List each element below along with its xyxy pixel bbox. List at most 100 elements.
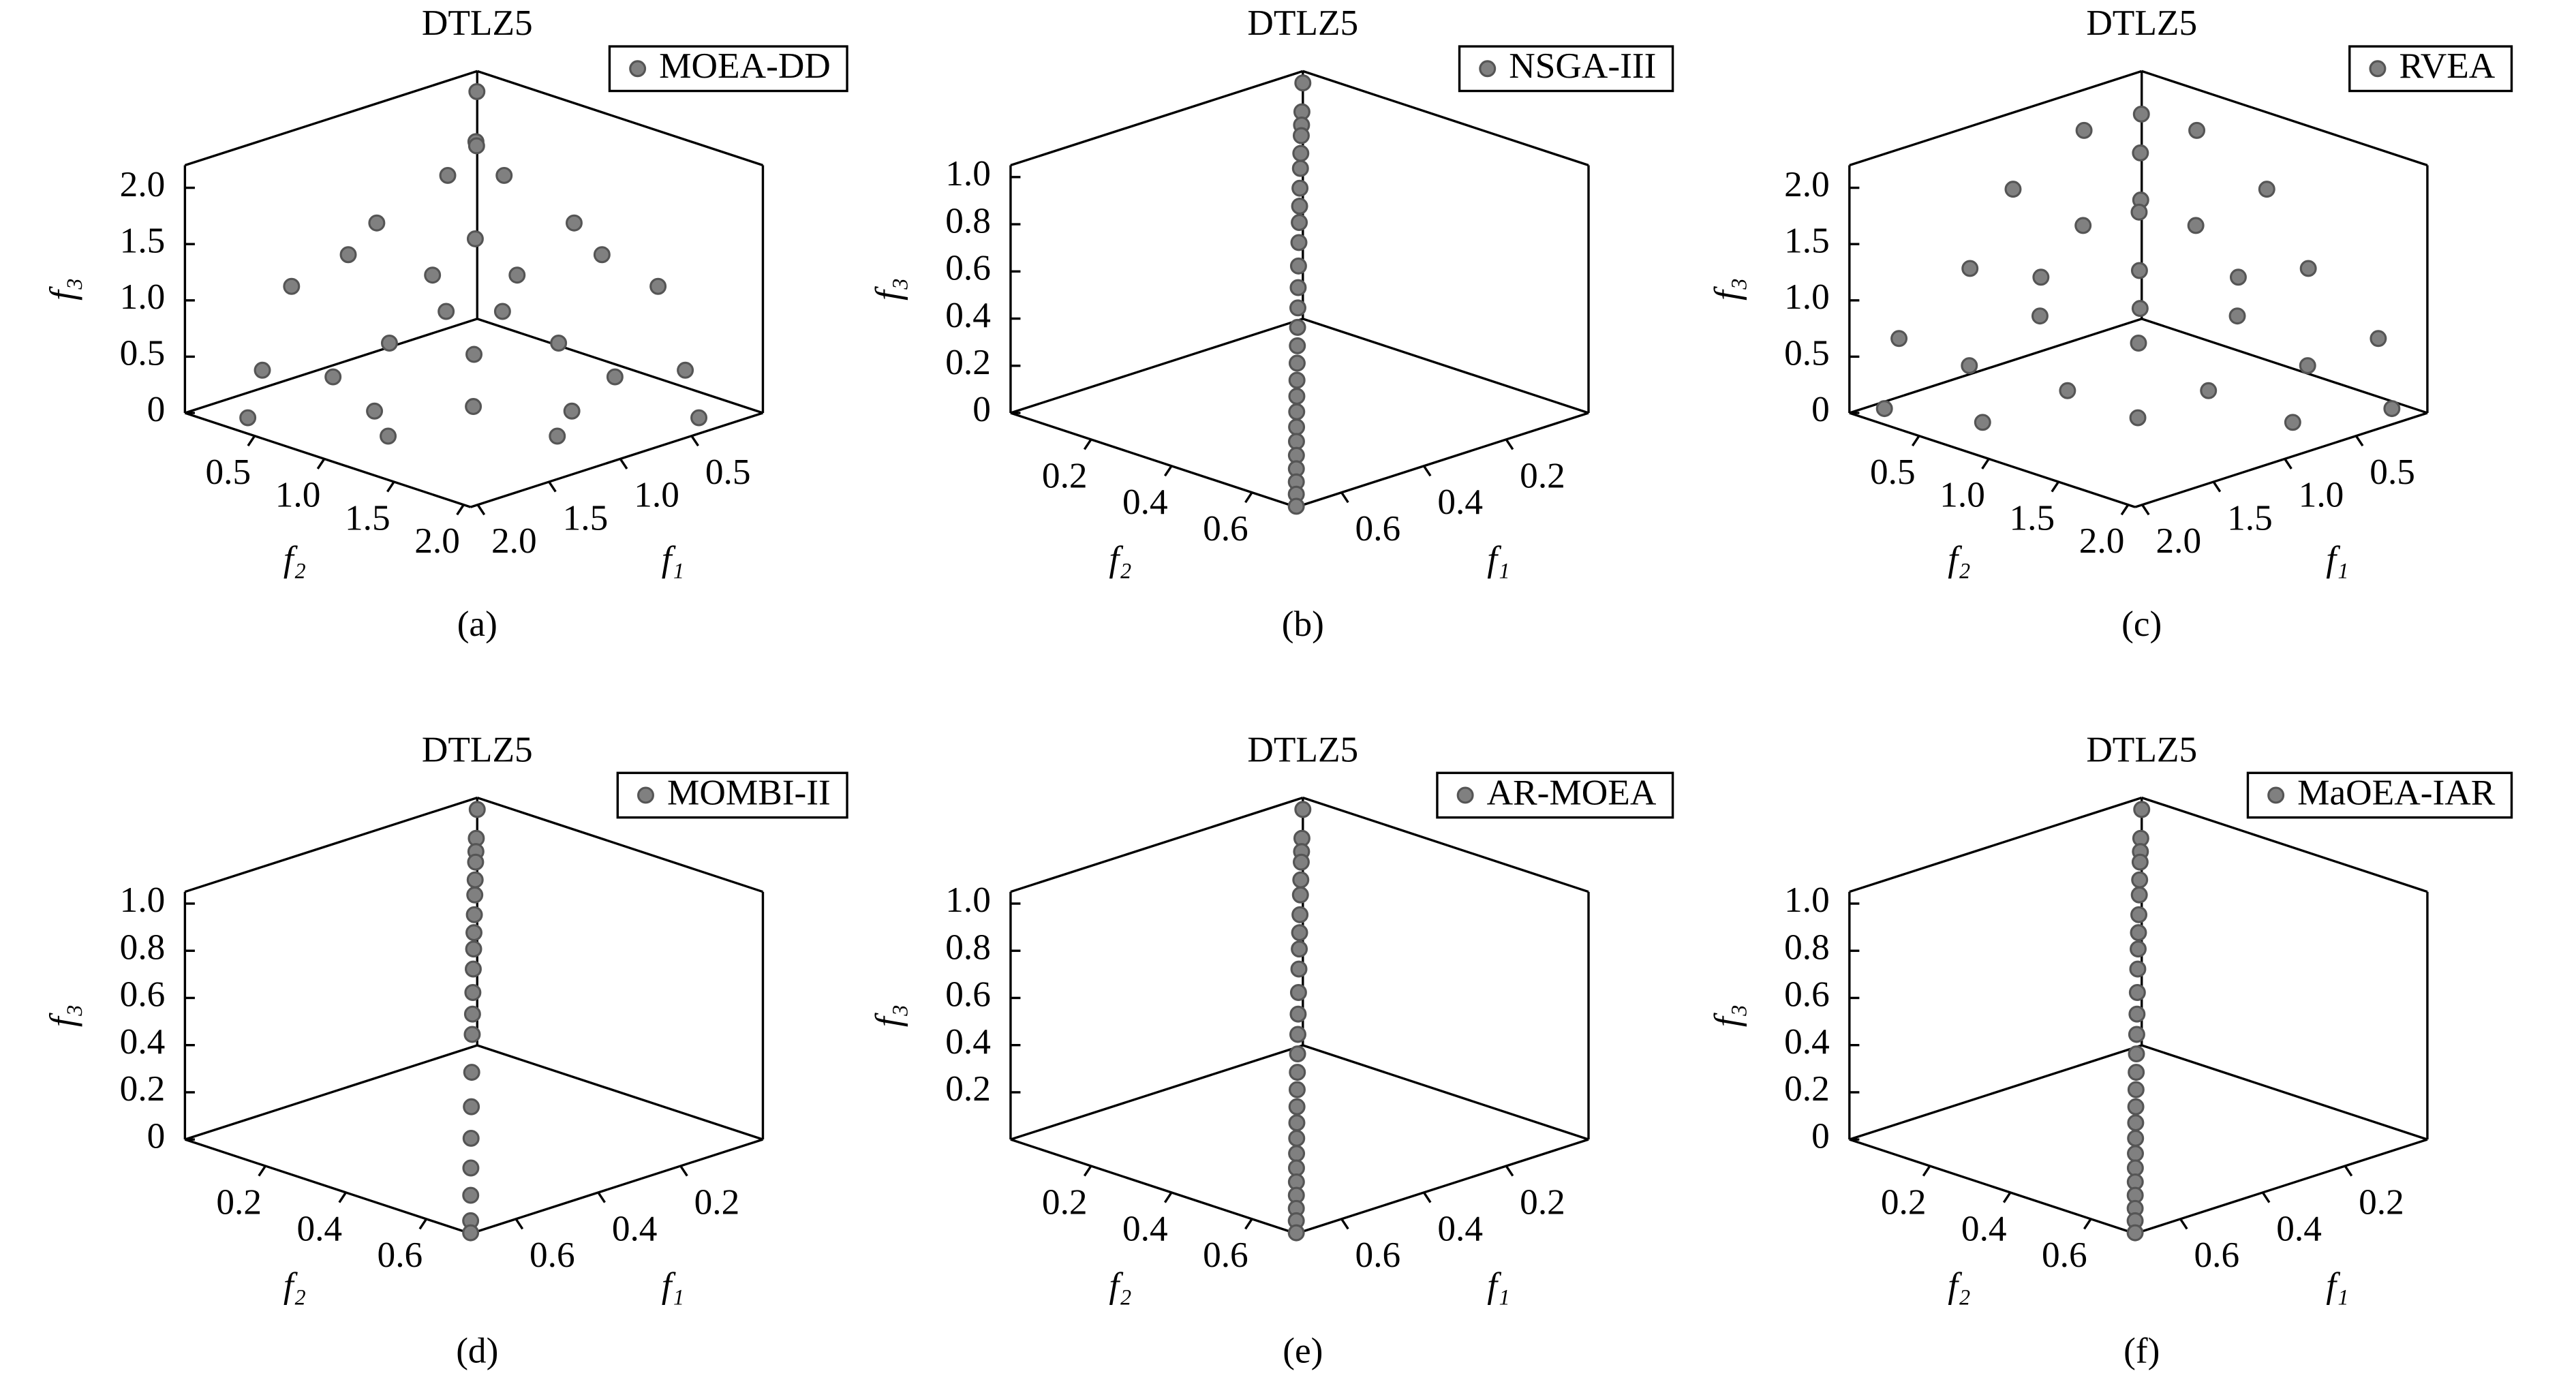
x-axis-label: f₁ <box>2326 1265 2348 1306</box>
data-point <box>563 402 581 420</box>
axis-box <box>184 412 472 508</box>
axis-box <box>476 796 763 893</box>
data-point <box>1287 433 1305 450</box>
y-axis-label: f₂ <box>1948 1265 1970 1306</box>
y-tick-label: 0.4 <box>1122 482 1168 522</box>
x-tick-label: 0.6 <box>530 1235 575 1275</box>
y-tick-label: 1.0 <box>275 475 321 515</box>
legend-label: MOEA-DD <box>659 46 831 86</box>
data-point <box>2075 121 2093 139</box>
data-point <box>1291 214 1308 231</box>
y-tick-label: 0.2 <box>1042 455 1088 495</box>
data-point <box>324 368 342 386</box>
x-tick-mark <box>597 1192 606 1203</box>
data-point <box>1291 179 1309 197</box>
data-point <box>380 427 397 445</box>
y-tick-mark <box>1981 458 1990 470</box>
data-point <box>1289 299 1306 317</box>
x-axis-label: f₁ <box>2326 539 2348 579</box>
data-point <box>2130 940 2147 958</box>
axis-box <box>1849 318 2143 414</box>
y-tick-label: 0.2 <box>1881 1182 1927 1222</box>
x-tick-label: 0.6 <box>2194 1235 2239 1275</box>
z-tick-label: 1.0 <box>1784 880 1830 920</box>
data-point <box>339 246 357 264</box>
data-point <box>1292 144 1310 162</box>
data-point <box>1294 74 1312 92</box>
z-tick-label: 0.6 <box>945 974 991 1015</box>
data-point <box>467 137 485 155</box>
y-tick-label: 0.2 <box>1042 1182 1088 1222</box>
data-point <box>468 801 486 818</box>
data-point <box>1289 1026 1306 1043</box>
z-tick-label: 0.4 <box>120 1021 166 1062</box>
axis-box <box>184 318 478 414</box>
data-point <box>2128 1005 2146 1023</box>
data-point <box>1291 924 1308 942</box>
data-point <box>2130 906 2148 923</box>
data-point <box>677 361 694 379</box>
axis-box <box>1849 1138 2136 1235</box>
legend-box <box>608 45 848 93</box>
data-point <box>1292 853 1310 871</box>
data-point <box>2200 382 2218 399</box>
data-point <box>1291 159 1309 177</box>
y-axis-label: f₂ <box>1109 1265 1131 1306</box>
data-point <box>1291 940 1308 958</box>
z-tick-label: 0.6 <box>945 248 991 288</box>
chart-title: DTLZ5 <box>422 3 533 43</box>
axis-box <box>1302 70 1589 167</box>
data-point <box>2383 400 2401 418</box>
y-tick-label: 0.6 <box>378 1235 423 1275</box>
data-point <box>1289 257 1307 275</box>
x-tick-label: 2.0 <box>2156 521 2201 561</box>
data-point <box>468 82 486 100</box>
data-point <box>1875 400 1893 418</box>
y-tick-mark <box>1244 1218 1253 1230</box>
caption: (f) <box>2123 1330 2160 1370</box>
y-tick-mark <box>1083 438 1092 450</box>
x-tick-mark <box>1422 1192 1432 1203</box>
y-tick-label: 0.5 <box>1870 452 1916 492</box>
data-point <box>2127 1081 2145 1098</box>
data-point <box>495 166 513 184</box>
y-tick-label: 2.0 <box>414 521 460 561</box>
x-tick-label: 1.0 <box>634 475 679 515</box>
caption: (b) <box>1282 604 1324 644</box>
z-tick-label: 0 <box>147 1116 166 1156</box>
legend-marker <box>1456 786 1474 804</box>
legend: NSGA-III <box>1458 45 1674 93</box>
z-tick-label: 1.0 <box>945 153 991 194</box>
z-axis-label: f₃ <box>42 1004 82 1027</box>
data-point <box>283 277 301 295</box>
data-point <box>467 853 485 871</box>
z-tick-label: 0 <box>1811 1116 1830 1156</box>
data-point <box>2131 853 2149 871</box>
z-axis-label: f₃ <box>1707 278 1747 301</box>
data-point <box>1288 403 1306 420</box>
data-point <box>465 345 483 363</box>
y-tick-mark <box>456 504 465 516</box>
data-point <box>2133 801 2151 818</box>
chart-title: DTLZ5 <box>422 729 533 769</box>
data-point <box>2187 217 2205 234</box>
data-point <box>2132 105 2150 123</box>
data-point <box>1290 960 1308 978</box>
x-tick-label: 0.6 <box>1355 508 1401 549</box>
x-tick-label: 0.4 <box>1437 1208 1483 1248</box>
data-point <box>2299 357 2316 375</box>
x-tick-mark <box>1505 1165 1514 1177</box>
axis-box <box>2141 70 2428 167</box>
data-point <box>2370 330 2387 348</box>
x-tick-mark <box>2284 458 2293 470</box>
data-point <box>1289 279 1307 296</box>
data-point <box>565 214 583 232</box>
y-tick-mark <box>247 435 256 447</box>
legend-box <box>1436 771 1674 819</box>
x-tick-mark <box>679 1165 688 1177</box>
data-point <box>2131 871 2149 889</box>
x-tick-mark <box>1340 1218 1349 1230</box>
x-tick-mark <box>619 458 628 470</box>
data-point <box>462 1159 480 1177</box>
data-point <box>550 335 568 352</box>
